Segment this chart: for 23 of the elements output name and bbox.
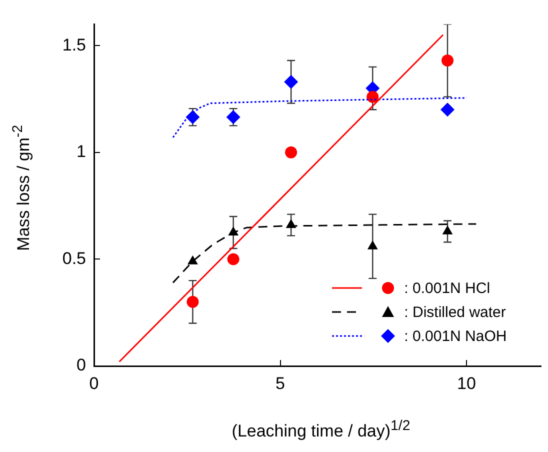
y-tick-label: 0.5 xyxy=(62,248,86,268)
point xyxy=(442,54,454,67)
point xyxy=(366,90,379,103)
x-tick-label: 5 xyxy=(276,374,285,393)
point xyxy=(442,225,453,234)
x-axis-title: (Leaching time / day)$^{1/2}$ xyxy=(230,418,412,442)
y-tick-label: 1.5 xyxy=(62,35,86,54)
point xyxy=(440,102,455,117)
legend-label: : 0.001N HCl xyxy=(404,280,490,296)
point xyxy=(188,255,198,264)
point xyxy=(285,146,298,158)
legend-label: : 0.001N NaOH xyxy=(404,328,507,344)
line-series xyxy=(172,223,477,284)
point xyxy=(367,240,378,250)
point xyxy=(186,110,200,124)
legend-label: : Distilled water xyxy=(404,304,506,320)
x-tick-label: 10 xyxy=(457,374,476,393)
y-tick-label: 1 xyxy=(76,142,86,162)
line-series xyxy=(172,97,468,138)
x-tick-label: 0 xyxy=(89,374,99,393)
point xyxy=(226,110,240,124)
y-tick-label: 0 xyxy=(76,356,86,375)
point xyxy=(284,74,298,89)
